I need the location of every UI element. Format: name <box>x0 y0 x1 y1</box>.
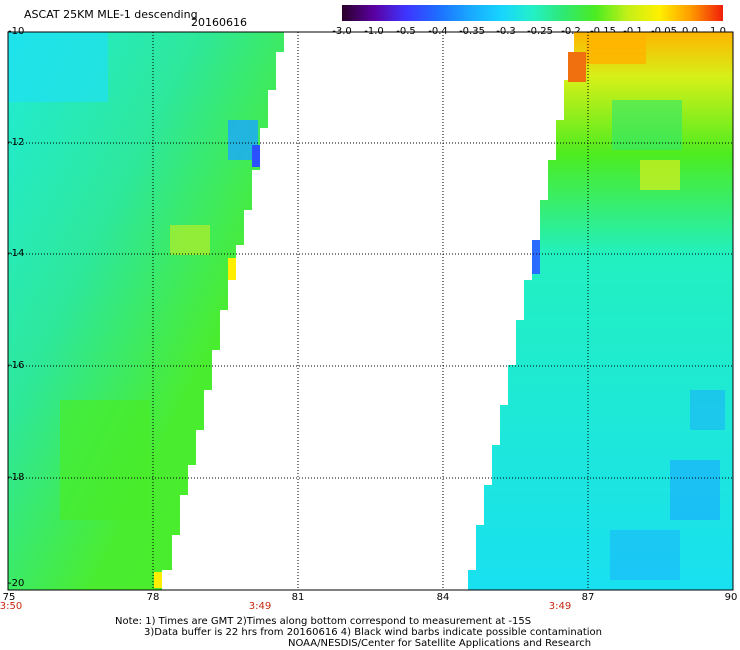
time-label: 3:50 <box>0 601 23 612</box>
lon-label: 81 <box>291 592 305 603</box>
lat-label: -10 <box>8 26 25 37</box>
data-patch <box>586 34 646 64</box>
lat-label: -14 <box>8 248 25 259</box>
data-patch <box>612 100 682 150</box>
lon-label: 78 <box>146 592 160 603</box>
date-label: 20160616 <box>191 16 247 29</box>
lon-label: 75 <box>2 592 16 603</box>
credit-line: NOAA/NESDIS/Center for Satellite Applica… <box>288 638 592 649</box>
product-title: ASCAT 25KM MLE-1 descending <box>24 8 198 21</box>
lat-label: -16 <box>8 360 25 371</box>
data-patch <box>252 145 260 167</box>
lat-label: -18 <box>8 472 25 483</box>
lon-label: 84 <box>436 592 450 603</box>
data-patch <box>60 400 150 520</box>
data-patch <box>532 240 540 274</box>
data-patch <box>690 390 725 430</box>
time-label: 3:49 <box>548 601 572 612</box>
map-frame <box>7 31 734 591</box>
data-patch <box>568 52 586 82</box>
data-patch <box>170 225 210 255</box>
colorbar-gradient <box>342 5 723 21</box>
data-patch <box>228 258 236 280</box>
lon-label: 90 <box>724 592 738 603</box>
lat-label: -12 <box>8 137 25 148</box>
lon-label: 87 <box>581 592 595 603</box>
note-line-1: Note: 1) Times are GMT 2)Times along bot… <box>115 616 532 627</box>
data-patch <box>154 572 162 588</box>
data-patch <box>640 160 680 190</box>
data-patch <box>670 460 720 520</box>
data-patch <box>8 32 108 102</box>
colorbar <box>342 5 723 21</box>
lat-lon-grid <box>8 32 733 590</box>
time-label: 3:49 <box>248 601 272 612</box>
data-patch <box>610 530 680 580</box>
note-line-2: 3)Data buffer is 22 hrs from 20160616 4)… <box>144 627 602 638</box>
lat-label: -20 <box>8 578 25 589</box>
